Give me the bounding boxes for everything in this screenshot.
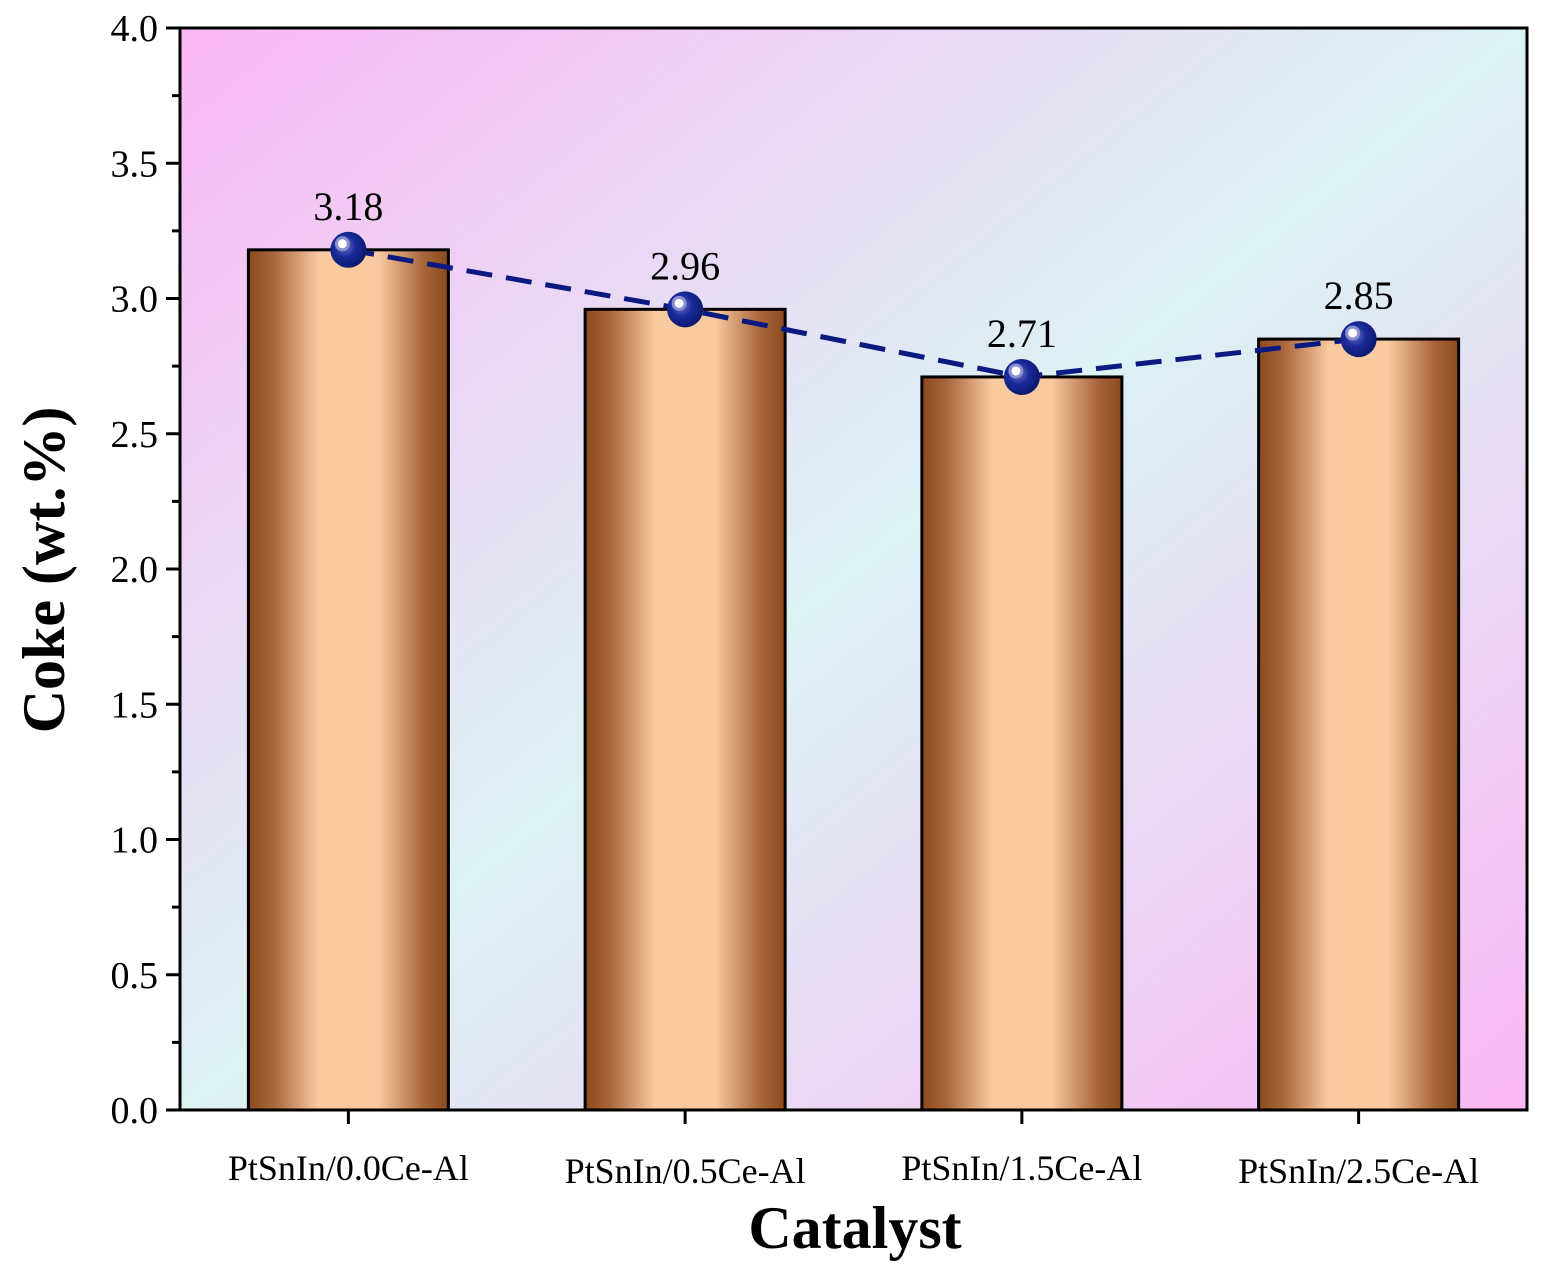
x-category-label-2: PtSnIn/0.5Ce-Al xyxy=(565,1151,806,1191)
y-tick-label: 1.5 xyxy=(111,684,159,726)
x-category-label-1: PtSnIn/0.0Ce-Al xyxy=(228,1148,469,1188)
trend-marker-4 xyxy=(1340,321,1377,358)
y-tick-label: 0.5 xyxy=(111,955,159,997)
trend-marker-highlight-3 xyxy=(1008,363,1024,379)
data-label-3: 2.71 xyxy=(987,311,1057,356)
bars-group xyxy=(246,248,1461,1112)
axes-group: 0.0 0.5 1.0 1.5 2.0 2.5 3.0 3.5 4.0 PtSnIn/0.0Ce-… xyxy=(111,8,1529,1191)
y-tick-label: 1.0 xyxy=(111,820,159,862)
data-labels-group: 3.18 2.96 2.71 2.85 xyxy=(313,184,1393,356)
x-axis-title: Catalyst xyxy=(748,1195,961,1261)
y-tick-label: 4.0 xyxy=(111,8,159,50)
trend-line xyxy=(347,247,1359,380)
y-axis-title: Coke (wt.%) xyxy=(11,407,77,734)
y-tick-label: 2.0 xyxy=(111,549,159,591)
trend-marker-1 xyxy=(330,231,367,268)
bar-2 xyxy=(583,307,787,1112)
trend-marker-highlight-4 xyxy=(1345,325,1361,341)
y-tick-label: 3.5 xyxy=(111,143,159,185)
bar-3 xyxy=(920,375,1124,1112)
data-label-1: 3.18 xyxy=(313,184,383,229)
x-category-label-4: PtSnIn/2.5Ce-Al xyxy=(1238,1151,1479,1191)
bar-1 xyxy=(246,248,450,1112)
trend-marker-2 xyxy=(667,291,704,328)
trend-marker-highlight-2 xyxy=(671,295,687,311)
y-tick-label: 2.5 xyxy=(111,414,159,456)
y-tick-label: 0.0 xyxy=(111,1090,159,1132)
trend-marker-3 xyxy=(1003,358,1040,395)
data-label-4: 2.85 xyxy=(1324,273,1394,318)
bar-4 xyxy=(1257,337,1461,1112)
data-label-2: 2.96 xyxy=(650,243,720,288)
y-tick-label: 3.0 xyxy=(111,279,159,321)
x-category-label-3: PtSnIn/1.5Ce-Al xyxy=(901,1148,1142,1188)
trend-marker-highlight-1 xyxy=(334,236,350,252)
trend-group xyxy=(330,231,1377,395)
